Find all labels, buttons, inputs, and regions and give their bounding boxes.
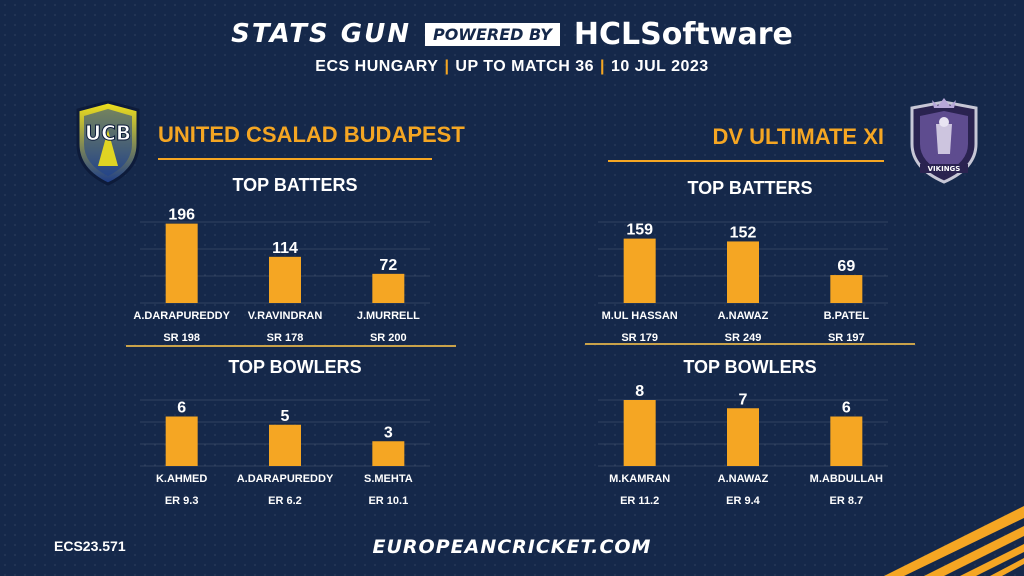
bar-value-label: 3 <box>384 424 393 441</box>
header: STATS GUN POWERED BY HCLSoftware <box>0 14 1024 54</box>
player-name-label: A.DARAPUREDDY <box>133 310 230 322</box>
player-name-label: M.UL HASSAN <box>602 310 678 322</box>
ucb-logo-icon: UCB <box>76 100 140 186</box>
brand-title: STATS GUN <box>231 19 411 49</box>
powered-by-badge: POWERED BY <box>424 22 560 46</box>
player-stat-label: ER 9.3 <box>165 495 199 507</box>
decorative-stripes-icon <box>884 506 1024 576</box>
bar <box>372 441 405 466</box>
bar-value-label: 72 <box>379 257 397 274</box>
subtitle: ECS HUNGARY | UP TO MATCH 36 | 10 JUL 2023 <box>315 58 709 75</box>
left-batters-title: TOP BATTERS <box>232 175 358 195</box>
player-name-label: B.PATEL <box>824 310 870 322</box>
left-divider <box>126 345 456 347</box>
right-bowlers-chart: 8 M.KAMRAN ER 11.2 7 A.NAWAZ ER 9.4 6 M.ABDULLA… <box>598 383 888 507</box>
player-stat-label: SR 178 <box>267 332 304 344</box>
player-name-label: M.KAMRAN <box>609 473 670 485</box>
left-batters-chart: 196 A.DARAPUREDDY SR 198 114 V.RAVINDRAN SR 1… <box>133 207 430 344</box>
player-name-label: J.MURRELL <box>357 310 420 322</box>
bar <box>623 400 656 466</box>
player-stat-label: ER 11.2 <box>620 495 659 507</box>
sponsor-logo-text: HCLSoftware <box>573 16 793 52</box>
bar <box>372 273 405 303</box>
player-name-label: V.RAVINDRAN <box>248 310 323 322</box>
player-stat-label: ER 10.1 <box>368 495 408 507</box>
bar <box>727 408 759 466</box>
bar <box>830 275 863 303</box>
bar-value-label: 6 <box>177 400 186 417</box>
player-name-label: S.MEHTA <box>364 473 413 485</box>
subtitle-match: UP TO MATCH 36 <box>455 58 594 75</box>
bar <box>269 424 301 466</box>
player-name-label: A.NAWAZ <box>718 310 769 322</box>
footer-website: EUROPEANCRICKET.COM <box>372 536 652 558</box>
right-team-name: DV ULTIMATE XI <box>712 124 884 149</box>
bar <box>165 223 198 303</box>
bar <box>165 416 198 466</box>
right-bowlers-title: TOP BOWLERS <box>683 357 817 377</box>
svg-text:VIKINGS: VIKINGS <box>928 165 961 173</box>
player-stat-label: SR 249 <box>725 332 762 344</box>
player-name-label: K.AHMED <box>156 473 207 485</box>
bar-value-label: 7 <box>739 391 748 408</box>
left-team-name: UNITED CSALAD BUDAPEST <box>158 122 465 147</box>
bar <box>830 416 863 466</box>
bar-value-label: 159 <box>626 222 653 239</box>
player-name-label: M.ABDULLAH <box>810 473 883 485</box>
right-batters-title: TOP BATTERS <box>687 178 813 198</box>
subtitle-league: ECS HUNGARY <box>315 58 439 75</box>
svg-text:UCB: UCB <box>85 121 131 145</box>
footer-code: ECS23.571 <box>54 538 126 554</box>
player-stat-label: ER 9.4 <box>726 495 761 507</box>
bar-value-label: 6 <box>842 400 851 417</box>
player-name-label: A.DARAPUREDDY <box>237 473 334 485</box>
vikings-logo-icon: VIKINGS <box>910 98 978 184</box>
player-stat-label: SR 198 <box>163 332 200 344</box>
bar <box>269 256 301 303</box>
bar-value-label: 8 <box>635 383 644 400</box>
left-bowlers-title: TOP BOWLERS <box>228 357 362 377</box>
bar-value-label: 5 <box>281 408 290 425</box>
player-name-label: A.NAWAZ <box>718 473 769 485</box>
player-stat-label: SR 200 <box>370 332 407 344</box>
right-batters-chart: 159 M.UL HASSAN SR 179 152 A.NAWAZ SR 249 69 B.… <box>598 221 888 344</box>
bar-value-label: 196 <box>168 207 195 224</box>
bar-value-label: 69 <box>837 258 855 275</box>
player-stat-label: SR 197 <box>828 332 865 344</box>
right-divider <box>585 343 915 345</box>
bar-value-label: 152 <box>730 224 757 241</box>
bar <box>623 238 656 303</box>
player-stat-label: ER 6.2 <box>268 495 302 507</box>
subtitle-date: 10 JUL 2023 <box>610 58 709 75</box>
right-team-underline <box>608 160 884 162</box>
player-stat-label: SR 179 <box>621 332 658 344</box>
left-team-underline <box>158 158 432 160</box>
left-bowlers-chart: 6 K.AHMED ER 9.3 5 A.DARAPUREDDY ER 6.2 3 S.MEH… <box>140 399 430 507</box>
player-stat-label: ER 8.7 <box>830 495 864 507</box>
bar-value-label: 114 <box>272 240 298 257</box>
bar <box>727 241 759 303</box>
